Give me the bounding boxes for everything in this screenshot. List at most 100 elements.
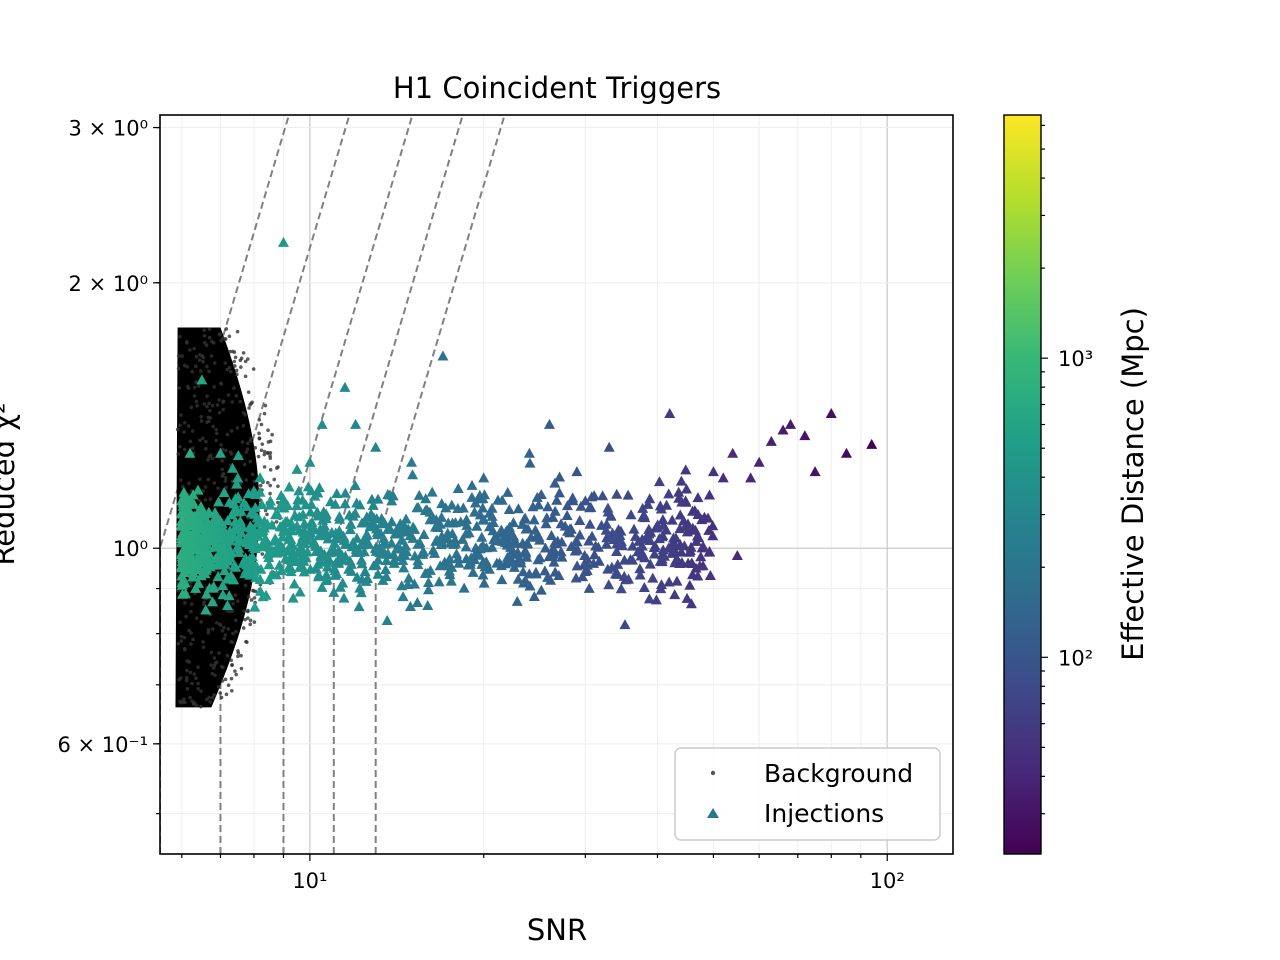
injection-point: [249, 508, 261, 519]
background-point: [198, 438, 202, 442]
injection-point: [232, 472, 244, 483]
background-point: [252, 596, 257, 600]
injection-point: [176, 519, 188, 530]
injection-point: [638, 582, 650, 593]
injection-point: [866, 438, 878, 449]
background-point: [207, 335, 212, 340]
background-point: [193, 364, 198, 369]
injection-point: [356, 558, 368, 569]
injection-point: [547, 511, 559, 522]
background-point: [200, 436, 205, 441]
injection-point: [675, 475, 687, 486]
injection-point: [727, 447, 739, 458]
injection-point: [418, 528, 430, 539]
injection-point: [511, 537, 523, 548]
injection-point: [376, 512, 388, 523]
injection-point: [429, 547, 441, 558]
background-point: [233, 593, 238, 598]
background-point: [210, 403, 215, 408]
background-point: [191, 637, 195, 642]
background-point: [177, 386, 182, 390]
background-point: [196, 681, 200, 686]
background-point: [228, 610, 232, 614]
injection-point: [561, 500, 573, 511]
background-point: [223, 633, 228, 637]
background-point: [243, 617, 247, 622]
injection-point: [625, 509, 637, 520]
injection-point: [655, 503, 667, 514]
background-point: [205, 394, 209, 399]
injection-point: [275, 565, 287, 576]
injection-point: [479, 561, 491, 572]
injection-point: [503, 503, 515, 514]
injection-point: [289, 509, 301, 520]
injection-point: [285, 517, 297, 528]
colorbar-tick-label: 10²: [1058, 646, 1093, 670]
background-point: [248, 622, 253, 627]
background-point: [178, 699, 182, 704]
injection-point: [640, 532, 652, 543]
background-point: [222, 625, 226, 630]
background-point: [223, 479, 228, 483]
injection-point: [547, 550, 559, 561]
injection-point: [252, 517, 264, 528]
background-point: [203, 485, 208, 489]
background-point: [248, 437, 253, 441]
y-axis-label: Reduced χ²: [0, 402, 21, 565]
background-point: [177, 677, 182, 682]
injection-point: [666, 514, 678, 525]
injection-point: [367, 499, 379, 510]
injection-point: [321, 573, 333, 584]
injection-point: [423, 576, 435, 587]
injection-point: [569, 545, 581, 556]
background-point: [178, 444, 182, 449]
injection-point: [532, 554, 544, 565]
background-point: [199, 689, 203, 693]
background-point: [260, 442, 265, 446]
injection-point: [512, 503, 524, 514]
injection-point: [453, 557, 465, 568]
injection-point: [460, 541, 472, 552]
injection-point: [650, 522, 662, 533]
background-point: [233, 355, 238, 360]
injection-point: [622, 489, 634, 500]
injection-point: [177, 505, 189, 516]
background-point: [229, 658, 234, 663]
injection-point: [602, 563, 614, 574]
chart-title: H1 Coincident Triggers: [393, 71, 721, 105]
legend-marker-background: [710, 770, 716, 776]
background-point: [268, 491, 272, 496]
injection-point: [287, 592, 299, 603]
injection-point: [840, 447, 852, 458]
background-point: [244, 450, 249, 454]
injection-point: [247, 530, 259, 541]
injection-point: [499, 537, 511, 548]
injection-point: [293, 485, 305, 496]
background-point: [224, 692, 229, 697]
background-point: [217, 398, 221, 402]
injection-point: [649, 540, 661, 551]
injection-point: [322, 533, 334, 544]
background-point: [232, 386, 236, 390]
background-point: [246, 616, 250, 620]
injection-point: [326, 526, 338, 537]
injection-point: [231, 478, 243, 489]
injection-point: [431, 534, 443, 545]
injection-point: [717, 472, 729, 483]
injection-point: [512, 573, 524, 584]
background-point: [233, 364, 237, 368]
injection-point: [654, 555, 666, 566]
background-point: [243, 374, 248, 379]
background-point: [262, 465, 267, 469]
injection-point: [442, 527, 454, 538]
injection-point: [313, 569, 325, 580]
injection-point: [614, 529, 626, 540]
background-point: [206, 628, 211, 632]
background-point: [189, 609, 193, 614]
injection-point: [386, 537, 398, 548]
injection-point: [777, 424, 789, 435]
injection-point: [212, 571, 224, 582]
background-point: [250, 472, 255, 477]
injection-point: [478, 472, 490, 483]
background-point: [245, 441, 250, 446]
